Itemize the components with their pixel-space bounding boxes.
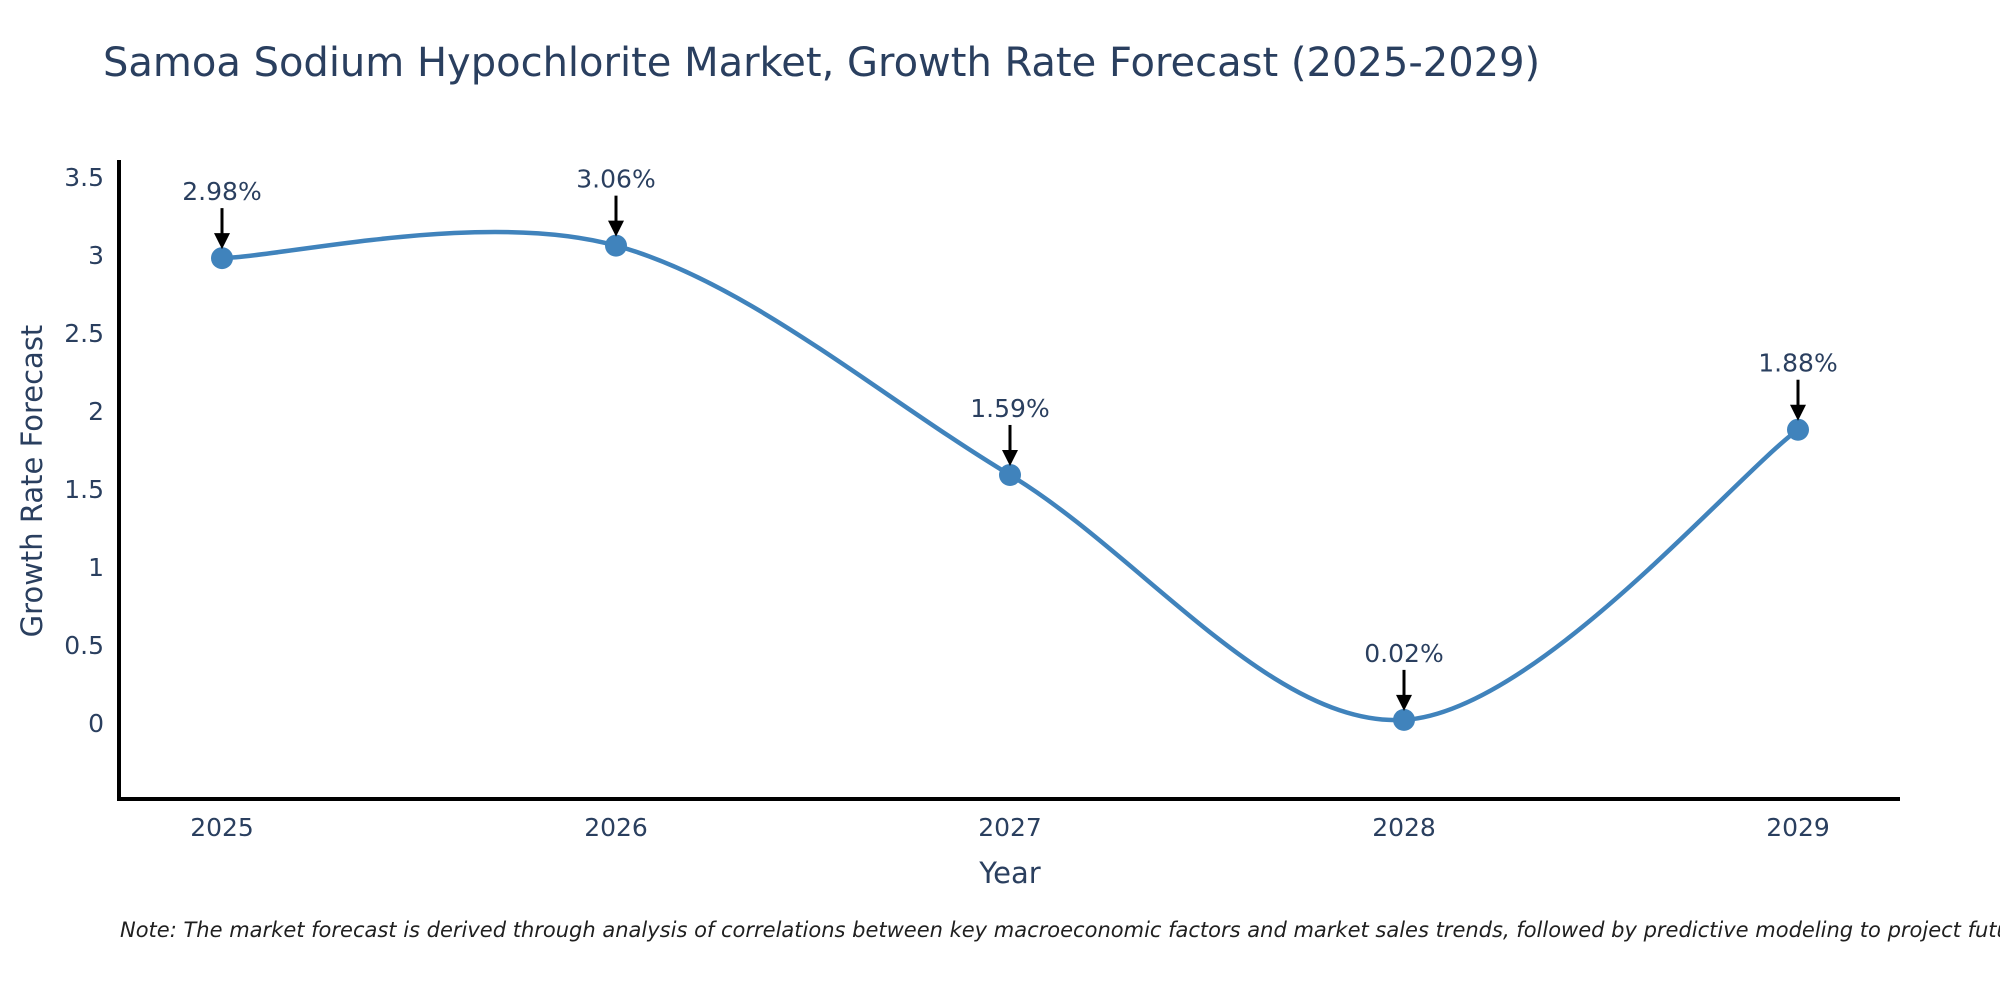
y-tick-label: 2.5 xyxy=(64,319,104,348)
annotation-label: 1.59% xyxy=(970,394,1049,423)
annotation-arrow-head xyxy=(1790,404,1806,421)
annotation-label: 2.98% xyxy=(182,177,261,206)
y-tick-label: 2 xyxy=(88,397,104,426)
y-tick-label: 1.5 xyxy=(64,475,104,504)
annotation-arrow-head xyxy=(214,233,230,250)
data-point-marker xyxy=(605,234,627,257)
annotation-label: 3.06% xyxy=(576,165,655,194)
x-tick-label: 2026 xyxy=(584,813,648,842)
x-tick-label: 2029 xyxy=(1766,813,1830,842)
x-tick-label: 2028 xyxy=(1372,813,1436,842)
y-tick-label: 1 xyxy=(88,553,104,582)
y-tick-label: 3.5 xyxy=(64,163,104,192)
x-axis-title: Year xyxy=(979,856,1041,890)
annotation-arrow-head xyxy=(1396,694,1412,711)
annotation-arrow-head xyxy=(1002,449,1018,466)
annotation-label: 1.88% xyxy=(1758,349,1837,378)
data-point-marker xyxy=(1393,708,1415,731)
data-point-marker xyxy=(211,247,233,270)
x-tick-label: 2027 xyxy=(978,813,1042,842)
data-point-marker xyxy=(1787,418,1809,441)
annotation-label: 0.02% xyxy=(1364,639,1443,668)
data-point-marker xyxy=(999,463,1021,486)
y-tick-label: 3 xyxy=(88,241,104,270)
footnote: Note: The market forecast is derived thr… xyxy=(120,918,2000,942)
x-tick-label: 2025 xyxy=(190,813,254,842)
y-tick-label: 0 xyxy=(88,709,104,738)
annotation-arrow-head xyxy=(608,220,624,237)
chart-title: Samoa Sodium Hypochlorite Market, Growth… xyxy=(103,40,1541,86)
y-tick-label: 0.5 xyxy=(64,631,104,660)
